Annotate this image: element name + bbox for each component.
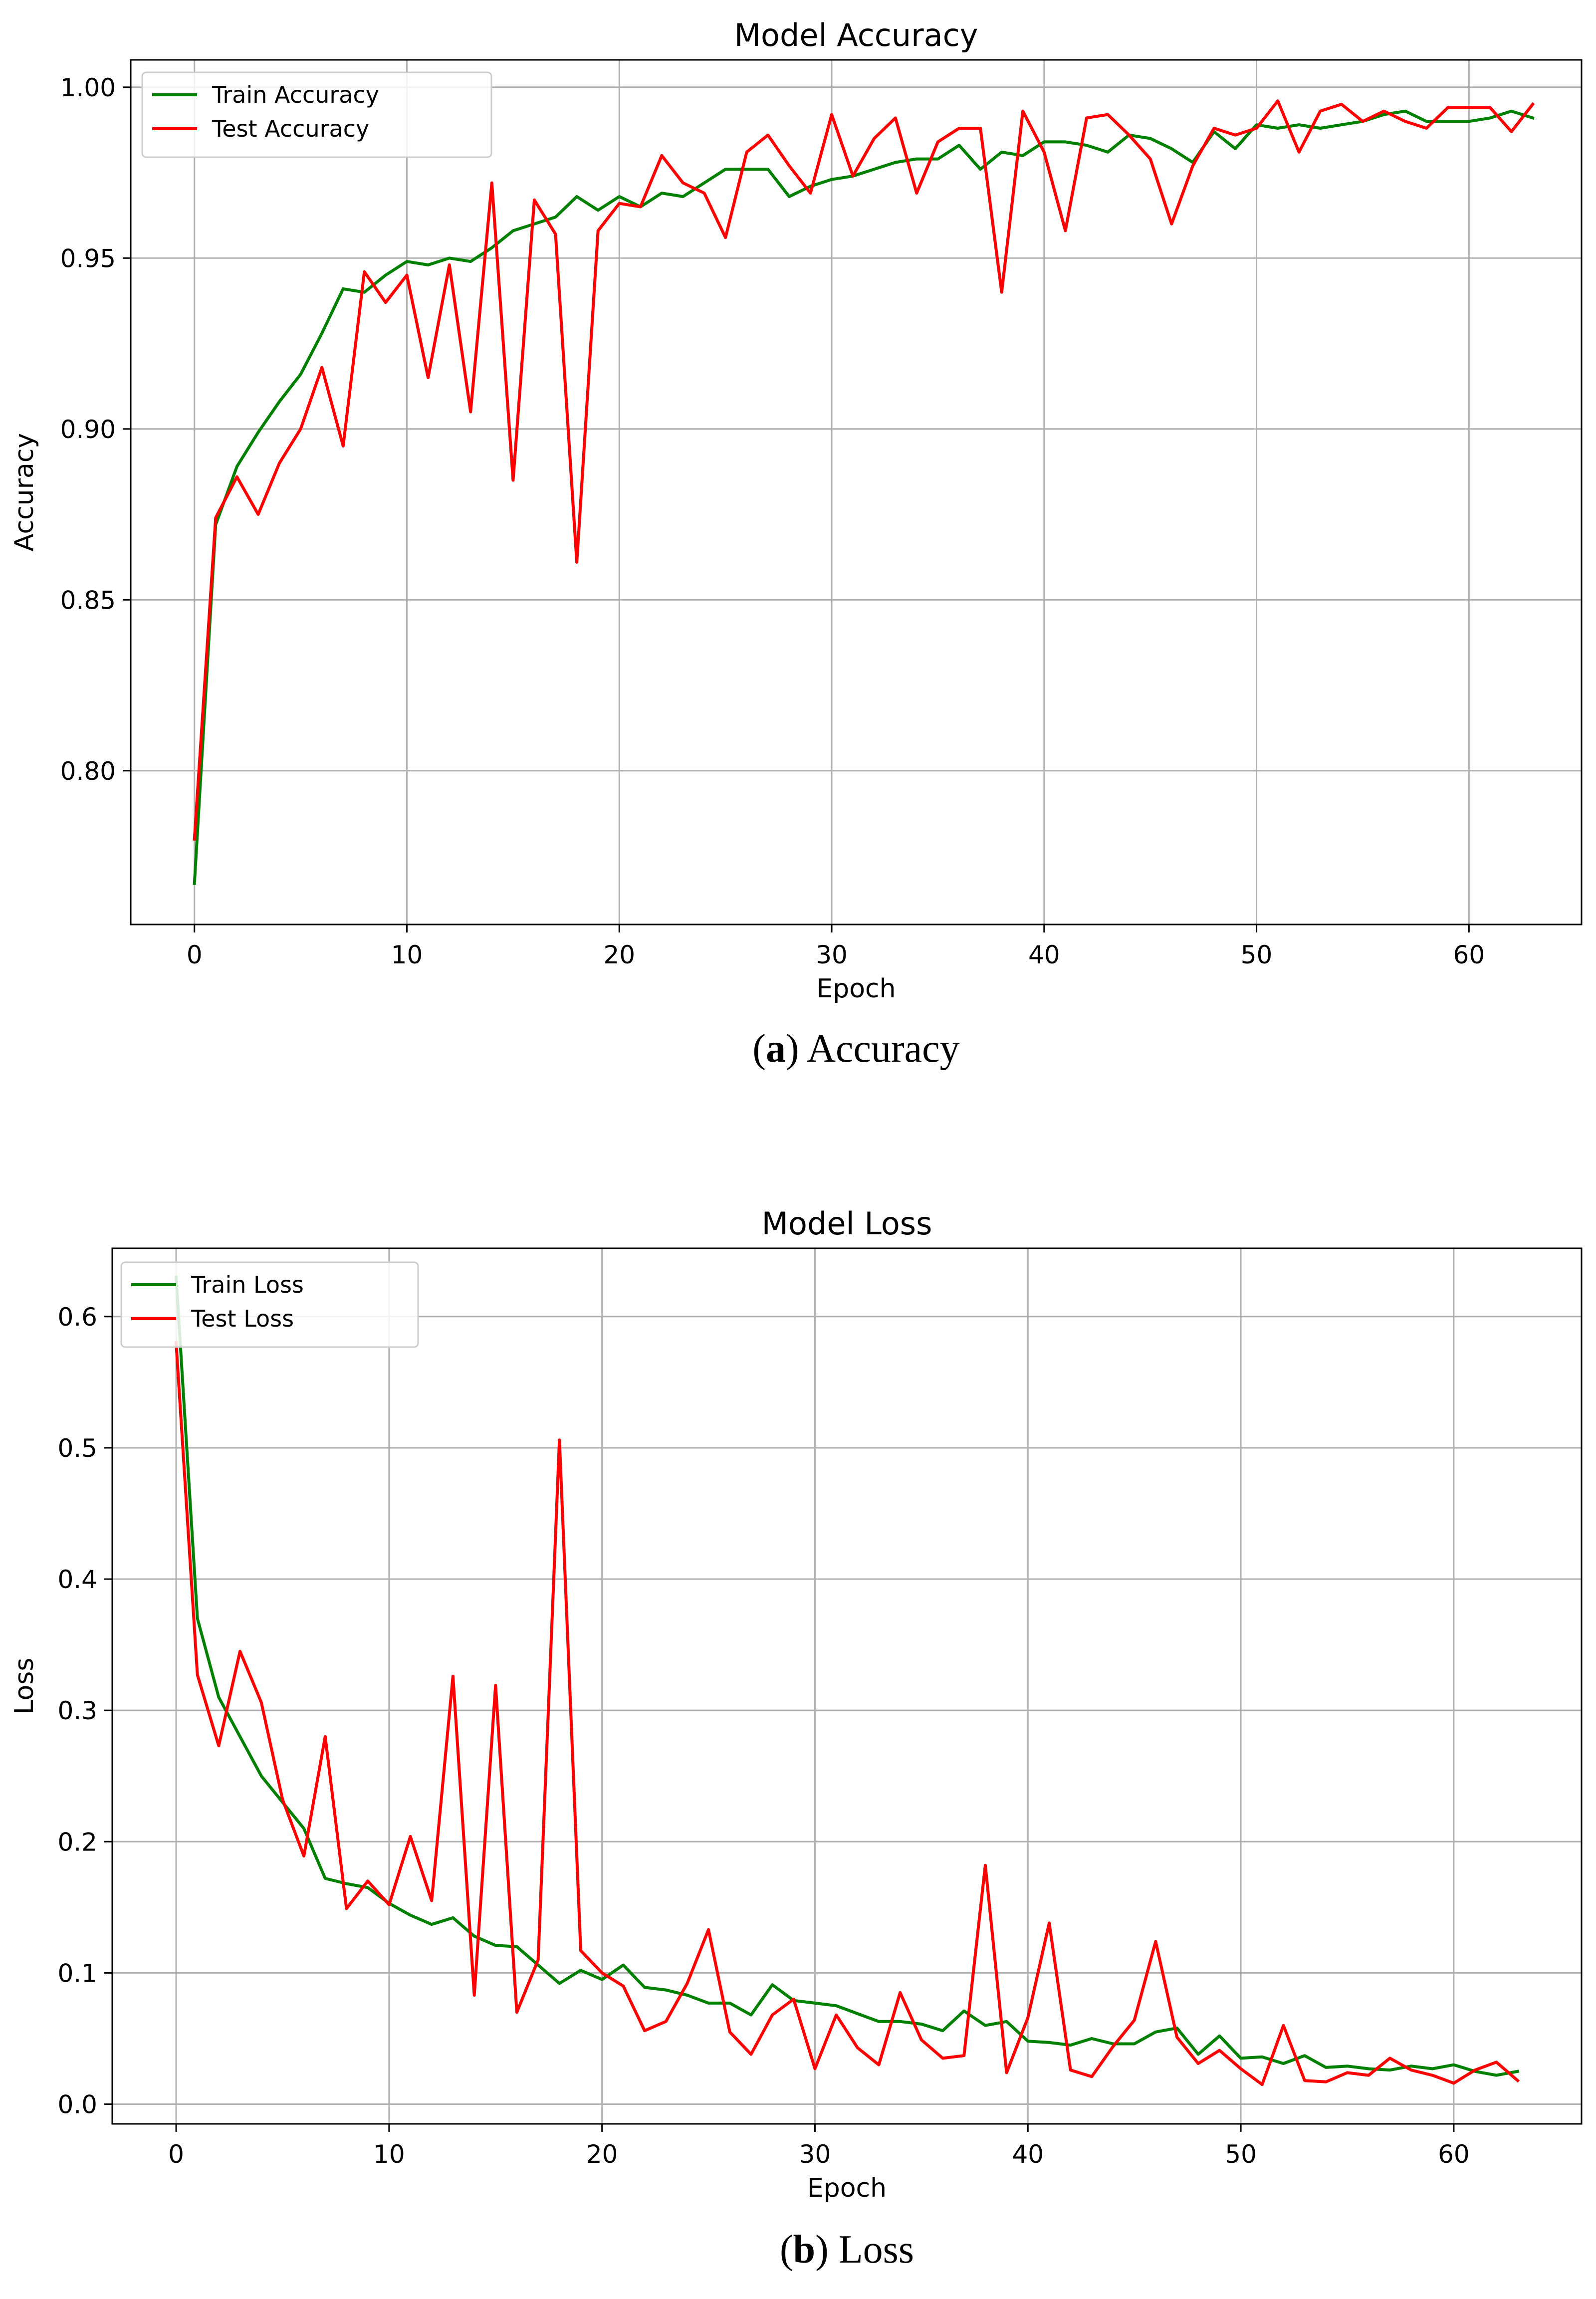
acc-series-test-accuracy <box>193 99 1535 841</box>
acc-x-tick-label: 10 <box>391 940 423 969</box>
acc-legend-label: Test Accuracy <box>212 115 369 142</box>
loss-y-tick-label: 0.5 <box>57 1434 97 1463</box>
loss-legend-label: Train Loss <box>191 1271 304 1298</box>
acc-y-tick-label: 1.00 <box>60 73 116 102</box>
acc-x-tick-label: 30 <box>816 940 848 969</box>
loss-legend: Train Loss Test Loss <box>120 1261 419 1348</box>
loss-legend-box <box>120 1261 419 1348</box>
acc-x-tick-label: 50 <box>1241 940 1273 969</box>
loss-y-tick-label: 0.4 <box>57 1565 97 1594</box>
loss-y-tick-label: 0.0 <box>57 2090 97 2119</box>
loss-x-tick-label: 20 <box>586 2140 618 2169</box>
acc-y-tick-label: 0.95 <box>60 244 116 273</box>
loss-axes-frame <box>111 1247 1583 2125</box>
loss-x-tick-label: 0 <box>168 2140 184 2169</box>
acc-series-train-accuracy <box>193 109 1535 885</box>
loss-chart-title: Model Loss <box>762 1205 932 1242</box>
acc-axes-frame <box>130 59 1583 925</box>
acc-y-tick-label: 0.90 <box>60 415 116 444</box>
loss-y-tick-label: 0.2 <box>57 1828 97 1856</box>
loss-x-tick-label: 40 <box>1012 2140 1044 2169</box>
acc-x-tick-label: 60 <box>1453 940 1485 969</box>
acc-x-axis-label: Epoch <box>816 974 896 1004</box>
loss-caption: (b) Loss <box>780 2228 914 2272</box>
acc-caption: (a) Accuracy <box>752 1027 959 1071</box>
loss-series-test-loss <box>174 1341 1520 2086</box>
loss-chart: 0 10 20 30 40 50 60 0.0 0.1 0.2 0.3 0.4 0.5 0.6 Model … <box>9 1205 1583 2272</box>
acc-x-tick-label: 40 <box>1028 940 1060 969</box>
acc-x-tick-label: 20 <box>603 940 635 969</box>
acc-legend: Train Accuracy Test Accuracy <box>141 71 492 158</box>
loss-series-train-loss <box>174 1275 1520 2077</box>
acc-legend-label: Train Accuracy <box>212 81 379 108</box>
loss-x-tick-label: 50 <box>1225 2140 1257 2169</box>
acc-chart: 0 10 20 30 40 50 60 0.80 0.85 0.90 0.95 1.00 Model A… <box>9 17 1583 1071</box>
loss-legend-label: Test Loss <box>191 1305 294 1332</box>
acc-x-tick-label: 0 <box>187 940 203 969</box>
loss-x-tick-label: 30 <box>799 2140 831 2169</box>
acc-chart-title: Model Accuracy <box>734 17 978 53</box>
loss-y-axis-label: Loss <box>9 1657 39 1714</box>
acc-legend-box <box>141 71 492 158</box>
acc-y-tick-label: 0.85 <box>60 586 116 615</box>
loss-y-tick-label: 0.3 <box>57 1696 97 1725</box>
loss-y-tick-label: 0.6 <box>57 1303 97 1332</box>
loss-x-axis-label: Epoch <box>807 2173 887 2203</box>
loss-x-tick-label: 60 <box>1438 2140 1470 2169</box>
loss-y-tick-label: 0.1 <box>57 1959 97 1988</box>
acc-y-axis-label: Accuracy <box>9 433 39 551</box>
acc-y-tick-label: 0.80 <box>60 757 116 786</box>
loss-x-tick-label: 10 <box>373 2140 405 2169</box>
